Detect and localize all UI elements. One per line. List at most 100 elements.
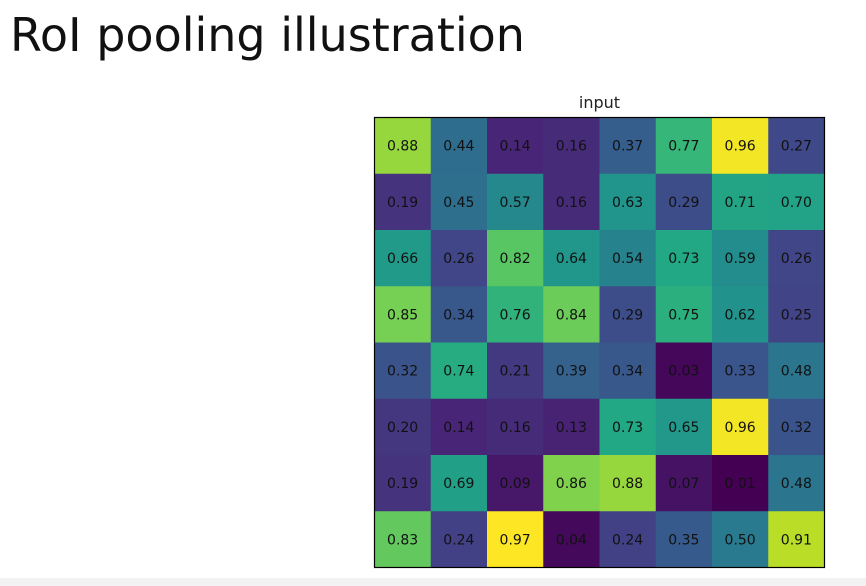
- heatmap-cell: [768, 398, 825, 456]
- cell-value-label: 0.83: [387, 532, 418, 548]
- heatmap-cell: [599, 455, 657, 512]
- cell-value-label: 0.16: [556, 195, 587, 211]
- heatmap-cell: [655, 342, 713, 400]
- cell-value-label: 0.65: [668, 420, 699, 436]
- heatmap-cell: [768, 286, 825, 343]
- heatmap-cell: [712, 342, 769, 400]
- cell-value-label: 0.76: [500, 307, 531, 323]
- heatmap-cell: [599, 117, 657, 175]
- heatmap-cell: [430, 455, 488, 512]
- heatmap-cell: [543, 455, 600, 512]
- cell-value-label: 0.97: [500, 532, 531, 548]
- heatmap-cell: [487, 173, 544, 231]
- heatmap-cell: [712, 455, 769, 512]
- heatmap-cell: [712, 173, 769, 231]
- heatmap-cell: [430, 342, 488, 400]
- cell-value-label: 0.19: [387, 476, 418, 492]
- cell-value-label: 0.48: [781, 476, 812, 492]
- slide-title: RoI pooling illustration: [10, 8, 525, 62]
- cell-value-label: 0.66: [387, 251, 418, 267]
- cell-value-label: 0.91: [781, 532, 812, 548]
- cell-value-label: 0.14: [500, 139, 531, 155]
- heatmap-cell: [543, 398, 600, 456]
- plot-frame: [373, 116, 826, 569]
- cell-value-label: 0.37: [612, 139, 643, 155]
- heatmap-cell: [655, 511, 713, 568]
- heatmap-cell: [487, 342, 544, 400]
- heatmap-cell: [374, 286, 432, 343]
- heatmap-cell: [543, 117, 600, 175]
- heatmap-cell: [430, 230, 488, 287]
- heatmap-cell: [430, 286, 488, 343]
- cell-value-label: 0.16: [556, 139, 587, 155]
- cell-value-label: 0.32: [387, 364, 418, 380]
- cell-value-label: 0.24: [443, 532, 474, 548]
- cell-value-label: 0.16: [500, 420, 531, 436]
- heatmap-cell: [543, 230, 600, 287]
- cell-value-label: 0.32: [781, 420, 812, 436]
- bottom-strip: [0, 578, 866, 586]
- cell-value-label: 0.71: [725, 195, 756, 211]
- heatmap-cell: [430, 173, 488, 231]
- cell-value-label: 0.04: [556, 532, 587, 548]
- heatmap-cell: [543, 511, 600, 568]
- heatmap-cell: [543, 342, 600, 400]
- heatmap-cell: [712, 117, 769, 175]
- cell-value-label: 0.85: [387, 307, 418, 323]
- heatmap-cell: [655, 398, 713, 456]
- cell-value-label: 0.45: [443, 195, 474, 211]
- cell-value-label: 0.19: [387, 195, 418, 211]
- heatmap-cell: [599, 230, 657, 287]
- heatmap-cell: [599, 286, 657, 343]
- heatmap-cell: [374, 117, 432, 175]
- heatmap-cell: [768, 117, 825, 175]
- heatmap-cell: [768, 511, 825, 568]
- heatmap-cell: [655, 230, 713, 287]
- heatmap-cell: [655, 117, 713, 175]
- cell-value-label: 0.34: [612, 364, 643, 380]
- heatmap-cell: [430, 398, 488, 456]
- cell-value-label: 0.82: [500, 251, 531, 267]
- cell-value-label: 0.26: [443, 251, 474, 267]
- cell-value-label: 0.57: [500, 195, 531, 211]
- cell-value-label: 0.35: [668, 532, 699, 548]
- cell-value-label: 0.70: [781, 195, 812, 211]
- cell-value-label: 0.39: [556, 364, 587, 380]
- cell-value-label: 0.13: [556, 420, 587, 436]
- heatmap-cell: [374, 342, 432, 400]
- heatmap-cell: [487, 398, 544, 456]
- cell-value-label: 0.96: [725, 420, 756, 436]
- cell-value-label: 0.34: [443, 307, 474, 323]
- cell-value-label: 0.50: [725, 532, 756, 548]
- heatmap-cell: [430, 117, 488, 175]
- cell-value-label: 0.29: [668, 195, 699, 211]
- cell-value-label: 0.48: [781, 364, 812, 380]
- cell-value-label: 0.86: [556, 476, 587, 492]
- cell-value-label: 0.64: [556, 251, 587, 267]
- cell-value-label: 0.84: [556, 307, 587, 323]
- heatmap-cell: [599, 398, 657, 456]
- heatmap-cell: [599, 173, 657, 231]
- cell-value-label: 0.63: [612, 195, 643, 211]
- heatmap-cell: [374, 511, 432, 568]
- cell-value-label: 0.27: [781, 139, 812, 155]
- heatmap-cell: [487, 286, 544, 343]
- heatmap-cell: [655, 286, 713, 343]
- heatmap-cell: [543, 286, 600, 343]
- heatmap-cell: [768, 230, 825, 287]
- heatmap-cell: [374, 230, 432, 287]
- heatmap-cell: [374, 455, 432, 512]
- heatmap-cell: [768, 342, 825, 400]
- cell-value-label: 0.88: [612, 476, 643, 492]
- cell-value-label: 0.88: [387, 139, 418, 155]
- heatmap-cell: [487, 511, 544, 568]
- cell-value-label: 0.24: [612, 532, 643, 548]
- cell-value-label: 0.44: [443, 139, 474, 155]
- heatmap-cell: [712, 286, 769, 343]
- heatmap-chart: 0.88 0.44 0.14 0.16 0.37 0.77 0.96 0.27 0.19 0.45…: [373, 116, 826, 569]
- cell-value-label: 0.77: [668, 139, 699, 155]
- cell-value-label: 0.62: [725, 307, 756, 323]
- heatmap-cell: [487, 455, 544, 512]
- heatmap-cell: [599, 511, 657, 568]
- cell-value-label: 0.20: [387, 420, 418, 436]
